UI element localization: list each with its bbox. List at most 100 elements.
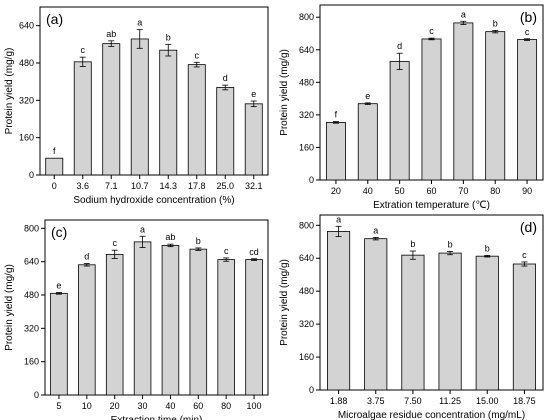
x-tick-label: 60 xyxy=(193,401,203,411)
significance-letter: a xyxy=(461,9,466,19)
y-axis-label: Protein yield (mg/g) xyxy=(4,264,15,351)
significance-letter: c xyxy=(429,26,434,36)
y-tick-label: 160 xyxy=(19,133,34,143)
bar xyxy=(73,61,92,176)
y-tick-label: 0 xyxy=(309,175,314,185)
y-tick-label: 0 xyxy=(309,385,314,395)
significance-letter: b xyxy=(410,239,415,249)
bar xyxy=(189,248,208,396)
x-axis-label: Microalgae residue concentration (mg/mL) xyxy=(338,410,525,420)
significance-letter: b xyxy=(448,239,453,249)
x-tick-label: 50 xyxy=(395,186,405,196)
y-tick-label: 480 xyxy=(299,77,314,87)
significance-letter: cd xyxy=(249,247,259,257)
y-tick-label: 320 xyxy=(299,319,314,329)
x-tick-label: 3.6 xyxy=(76,181,89,191)
significance-letter: e xyxy=(56,281,61,291)
y-tick-label: 320 xyxy=(19,95,34,105)
x-tick-label: 25.0 xyxy=(216,181,234,191)
y-tick-label: 480 xyxy=(24,290,39,300)
x-tick-label: 90 xyxy=(522,186,532,196)
bar xyxy=(453,22,474,181)
y-tick-label: 480 xyxy=(299,286,314,296)
bar xyxy=(421,38,442,181)
bar xyxy=(159,49,178,176)
x-tick-label: 14.3 xyxy=(159,181,177,191)
x-tick-label: 70 xyxy=(458,186,468,196)
x-tick-label: 0 xyxy=(52,181,57,191)
x-tick-label: 10.7 xyxy=(131,181,149,191)
bar xyxy=(244,103,263,176)
bar xyxy=(50,292,68,396)
x-tick-label: 30 xyxy=(138,401,148,411)
bar xyxy=(517,39,538,181)
y-tick-label: 800 xyxy=(24,223,39,233)
chart-panel-a: 0 160 320 480 640 f 0 c 3.6 ab 7.1 a 10.7 b 14.3 c 17.8 d… xyxy=(0,0,275,210)
significance-letter: c xyxy=(81,45,86,55)
bar xyxy=(217,259,235,396)
bar xyxy=(438,252,462,391)
x-tick-label: 17.8 xyxy=(188,181,206,191)
y-tick-label: 640 xyxy=(299,253,314,263)
chart-svg: 0 160 320 480 640 800 e 5 d 10 c 20 a 30 ab 40 b 60 c 80 cd 1… xyxy=(4,219,269,420)
bar xyxy=(105,253,124,396)
significance-letter: d xyxy=(84,252,89,262)
bar xyxy=(401,254,425,391)
x-tick-label: 3.75 xyxy=(367,396,385,406)
bar xyxy=(187,64,206,176)
significance-letter: b xyxy=(196,236,201,246)
significance-letter: a xyxy=(336,214,341,224)
x-tick-label: 80 xyxy=(490,186,500,196)
bar xyxy=(133,241,152,396)
y-tick-label: 160 xyxy=(299,142,314,152)
bar xyxy=(161,245,180,396)
x-tick-label: 7.1 xyxy=(105,181,118,191)
y-tick-label: 160 xyxy=(24,357,39,367)
significance-letter: c xyxy=(224,246,229,256)
x-tick-label: 10 xyxy=(82,401,92,411)
significance-letter: a xyxy=(137,18,142,28)
x-tick-label: 20 xyxy=(331,186,341,196)
significance-letter: d xyxy=(223,73,228,83)
x-tick-label: 11.25 xyxy=(439,396,461,406)
x-tick-label: 18.75 xyxy=(513,396,536,406)
y-tick-label: 0 xyxy=(34,390,39,400)
bar xyxy=(130,38,149,176)
x-axis-label: Extraction time (min) xyxy=(111,415,203,420)
bar xyxy=(364,238,388,391)
significance-letter: c xyxy=(522,250,527,260)
x-tick-label: 60 xyxy=(426,186,436,196)
y-tick-label: 480 xyxy=(19,58,34,68)
plot-frame xyxy=(319,214,544,391)
x-tick-label: 80 xyxy=(221,401,231,411)
y-tick-label: 320 xyxy=(24,323,39,333)
significance-letter: a xyxy=(140,224,145,234)
significance-letter: c xyxy=(195,50,200,60)
y-tick-label: 800 xyxy=(299,12,314,22)
panel-label: (a) xyxy=(46,11,63,27)
bar xyxy=(102,43,121,176)
y-tick-label: 160 xyxy=(299,352,314,362)
y-axis-label: Protein yield (mg/g) xyxy=(279,259,290,346)
panel-label: (b) xyxy=(520,9,537,25)
y-tick-label: 640 xyxy=(19,21,34,31)
chart-svg: 0 160 320 480 640 f 0 c 3.6 ab 7.1 a 10.7 b 14.3 c 17.8 d… xyxy=(4,6,269,206)
significance-letter: d xyxy=(397,41,402,51)
significance-letter: c xyxy=(525,27,530,37)
x-tick-label: 32.1 xyxy=(245,181,263,191)
significance-letter: f xyxy=(53,146,56,156)
chart-svg: 0 160 320 480 640 800 f 20 e 40 d 50 c 60 a 70 b 80 c 90 Ext… xyxy=(279,4,544,211)
x-tick-label: 40 xyxy=(363,186,373,196)
bar xyxy=(245,259,263,396)
significance-letter: f xyxy=(335,110,338,120)
significance-letter: b xyxy=(485,243,490,253)
bar xyxy=(216,87,235,176)
significance-letter: e xyxy=(251,89,256,99)
y-tick-label: 320 xyxy=(299,110,314,120)
y-axis-label: Protein yield (mg/g) xyxy=(279,49,290,136)
significance-letter: b xyxy=(493,18,498,28)
significance-letter: e xyxy=(365,91,370,101)
bar xyxy=(325,122,346,181)
panel-label: (c) xyxy=(51,224,67,240)
y-axis-label: Protein yield (mg/g) xyxy=(4,48,15,135)
